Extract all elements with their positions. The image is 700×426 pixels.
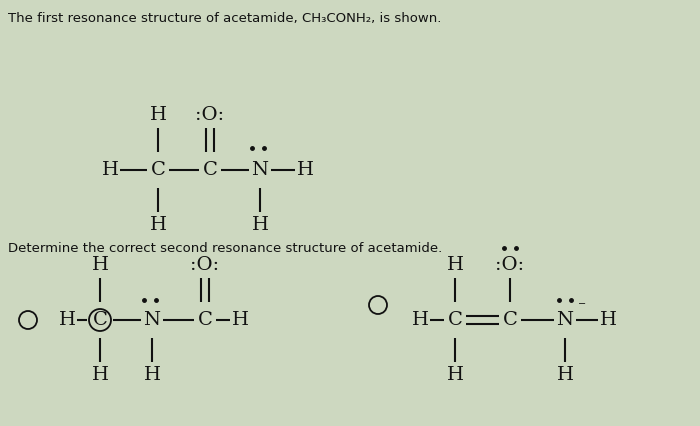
Text: C: C bbox=[503, 311, 517, 329]
Text: N: N bbox=[144, 311, 160, 329]
Text: H: H bbox=[412, 311, 428, 329]
Text: :O:: :O: bbox=[190, 256, 220, 274]
Text: C: C bbox=[150, 161, 165, 179]
Text: C: C bbox=[197, 311, 212, 329]
Text: H: H bbox=[102, 161, 118, 179]
Text: C: C bbox=[202, 161, 218, 179]
Text: Determine the correct second resonance structure of acetamide.: Determine the correct second resonance s… bbox=[8, 242, 442, 255]
Text: H: H bbox=[251, 216, 269, 234]
Text: C: C bbox=[92, 311, 107, 329]
Text: :O:: :O: bbox=[496, 256, 524, 274]
Text: :O:: :O: bbox=[195, 106, 225, 124]
Text: N: N bbox=[251, 161, 269, 179]
Text: H: H bbox=[92, 256, 108, 274]
Text: H: H bbox=[150, 106, 167, 124]
Text: −: − bbox=[578, 299, 586, 308]
Text: H: H bbox=[92, 366, 108, 384]
Text: H: H bbox=[447, 256, 463, 274]
Text: N: N bbox=[556, 311, 573, 329]
Text: H: H bbox=[447, 366, 463, 384]
Text: H: H bbox=[232, 311, 248, 329]
Text: H: H bbox=[556, 366, 573, 384]
Text: H: H bbox=[150, 216, 167, 234]
Text: H: H bbox=[297, 161, 314, 179]
Text: H: H bbox=[144, 366, 160, 384]
Text: H: H bbox=[599, 311, 617, 329]
Text: H: H bbox=[59, 311, 76, 329]
Text: The first resonance structure of acetamide, CH₃CONH₂, is shown.: The first resonance structure of acetami… bbox=[8, 12, 442, 25]
Text: C: C bbox=[447, 311, 463, 329]
